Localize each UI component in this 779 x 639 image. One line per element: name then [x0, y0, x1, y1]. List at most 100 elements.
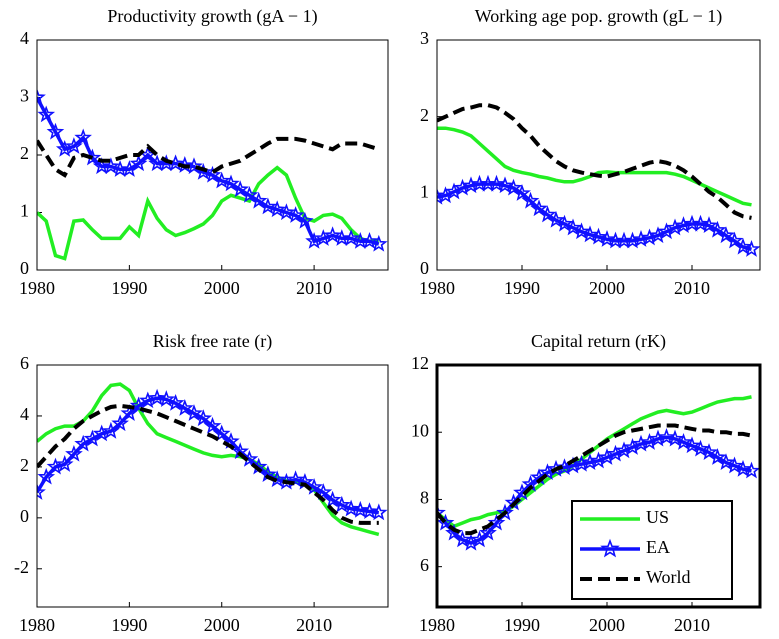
- star-marker: [437, 187, 446, 205]
- star-marker: [487, 513, 506, 531]
- star-marker: [572, 222, 591, 240]
- star-marker: [369, 503, 388, 521]
- series-line: [37, 396, 380, 515]
- legend-label: EA: [646, 537, 670, 557]
- x-tick-label: 2000: [204, 278, 240, 298]
- star-marker: [194, 409, 213, 427]
- star-marker: [360, 232, 379, 249]
- star-marker: [598, 229, 616, 247]
- star-marker: [37, 88, 46, 106]
- series-line: [437, 126, 752, 207]
- x-tick-label: 2010: [674, 615, 710, 635]
- series: [437, 103, 752, 220]
- star-marker: [37, 467, 56, 485]
- chart-title: Productivity growth (gA − 1): [107, 6, 317, 27]
- legend-star: [600, 538, 620, 558]
- star-marker: [46, 122, 65, 140]
- x-tick-label: 2010: [674, 278, 710, 298]
- star-marker: [296, 211, 314, 229]
- star-marker: [700, 443, 718, 460]
- series-line: [37, 136, 380, 178]
- star-marker: [530, 199, 548, 217]
- star-marker: [129, 396, 148, 414]
- series-line: [437, 103, 752, 220]
- chart-title: Working age pop. growth (gL − 1): [475, 6, 722, 27]
- y-tick-label: 2: [420, 105, 429, 125]
- star-marker: [175, 398, 194, 416]
- star-marker: [74, 128, 92, 146]
- star-marker: [222, 174, 240, 192]
- x-tick-label: 2010: [296, 615, 332, 635]
- series: [37, 388, 388, 521]
- star-marker: [700, 216, 718, 234]
- legend-label: World: [646, 567, 691, 587]
- star-marker: [203, 165, 222, 183]
- x-tick-label: 2010: [296, 278, 332, 298]
- star-marker: [83, 429, 102, 447]
- star-marker: [37, 105, 56, 123]
- star-marker: [65, 444, 83, 462]
- x-tick-label: 1980: [19, 278, 55, 298]
- star-marker: [666, 429, 684, 447]
- star-marker: [691, 214, 710, 232]
- y-tick-label: 0: [20, 506, 29, 526]
- star-marker: [212, 424, 231, 442]
- y-tick-label: 6: [20, 353, 29, 373]
- star-marker: [203, 416, 222, 434]
- series-line: [37, 382, 380, 537]
- star-marker: [323, 226, 342, 244]
- star-marker: [55, 454, 74, 472]
- star-marker: [725, 456, 744, 474]
- x-tick-label: 1990: [111, 278, 147, 298]
- star-marker: [555, 214, 574, 232]
- star-marker: [268, 200, 286, 218]
- series-line: [37, 403, 379, 525]
- axes-box: [435, 363, 762, 609]
- star-marker: [691, 439, 710, 457]
- series: [437, 395, 752, 529]
- star-marker: [521, 191, 540, 209]
- series: [37, 88, 388, 252]
- star-marker: [437, 513, 455, 531]
- star-marker: [437, 503, 446, 521]
- star-marker: [111, 414, 129, 432]
- star-marker: [589, 227, 608, 245]
- star-marker: [314, 483, 333, 500]
- y-tick-label: 4: [20, 404, 29, 424]
- y-tick-label: 3: [20, 86, 29, 106]
- chart-title: Capital return (rK): [531, 331, 666, 352]
- series: [437, 174, 760, 257]
- star-marker: [581, 225, 599, 243]
- star-marker: [742, 461, 760, 479]
- y-tick-label: 2: [20, 143, 29, 163]
- star-marker: [323, 490, 342, 508]
- x-tick-label: 1990: [111, 615, 147, 635]
- series: [37, 403, 379, 525]
- star-marker: [286, 470, 305, 488]
- star-marker: [185, 157, 203, 175]
- series: [437, 126, 752, 207]
- star-marker: [249, 191, 268, 209]
- star-marker: [185, 404, 203, 421]
- star-marker: [286, 206, 305, 223]
- series: [37, 136, 380, 178]
- star-marker: [717, 453, 735, 470]
- star-marker: [623, 231, 642, 249]
- y-tick-label: 0: [420, 258, 429, 278]
- y-tick-label: 2: [20, 455, 29, 475]
- axes-box: [36, 39, 389, 271]
- star-marker: [708, 448, 727, 465]
- star-marker: [102, 157, 120, 175]
- star-marker: [632, 229, 650, 247]
- series: [437, 423, 752, 536]
- star-marker: [259, 197, 277, 215]
- star-marker: [657, 427, 676, 445]
- star-marker: [708, 220, 727, 238]
- star-marker: [369, 234, 388, 252]
- star-marker: [148, 388, 166, 406]
- y-tick-label: -2: [14, 557, 29, 577]
- y-tick-label: 8: [420, 488, 429, 508]
- star-marker: [342, 229, 360, 246]
- x-tick-label: 2000: [589, 615, 625, 635]
